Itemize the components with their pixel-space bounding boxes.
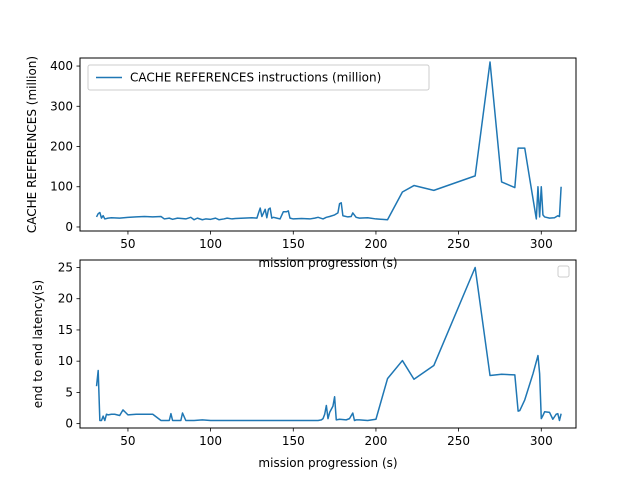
cache-references-panel: 50 100 150 200 250 300 0 100 200 300 400 CACHE RE… — [25, 56, 577, 270]
latency-axes-frame — [79, 259, 577, 429]
x-tick-label: 200 — [364, 237, 387, 251]
x-tick-label: 150 — [282, 237, 305, 251]
series-line-0 — [95, 61, 562, 221]
x-tick-label: 300 — [530, 434, 553, 448]
x-tick-label: 150 — [282, 434, 305, 448]
empty-legend-box — [557, 265, 570, 278]
x-tick-label: 100 — [199, 237, 222, 251]
y-tick-label: 200 — [50, 140, 73, 154]
cache-references-legend: CACHE REFERENCES instructions (million) — [87, 64, 430, 91]
latency-panel: 50 100 150 200 250 300 0 5 10 15 20 25 end to end … — [31, 259, 577, 470]
cache-references-x-axis: 50 100 150 200 250 300 — [120, 231, 553, 251]
y-tick-label: 400 — [50, 59, 73, 73]
cache-references-marks — [95, 61, 562, 221]
cache-references-x-axis-label: mission progression (s) — [258, 256, 397, 270]
x-tick-label: 50 — [120, 434, 135, 448]
y-tick-label: 20 — [58, 292, 73, 306]
y-tick-label: 10 — [58, 354, 73, 368]
y-tick-label: 100 — [50, 180, 73, 194]
x-tick-label: 250 — [447, 434, 470, 448]
y-tick-label: 300 — [50, 99, 73, 113]
y-tick-label: 0 — [65, 220, 73, 234]
cache-references-y-axis: 0 100 200 300 400 — [50, 59, 80, 234]
legend-box — [87, 64, 430, 91]
x-tick-label: 50 — [120, 237, 135, 251]
legend-label: CACHE REFERENCES instructions (million) — [130, 71, 381, 85]
cache-references-axes-frame — [79, 57, 577, 232]
y-tick-label: 15 — [58, 323, 73, 337]
y-tick-label: 0 — [65, 417, 73, 431]
series-line-0 — [95, 266, 562, 422]
cache-references-y-axis-label: CACHE REFERENCES (million) — [25, 56, 39, 233]
latency-x-axis-label: mission progression (s) — [258, 456, 397, 470]
x-tick-label: 100 — [199, 434, 222, 448]
latency-marks — [95, 266, 562, 422]
latency-y-axis: 0 5 10 15 20 25 — [58, 260, 80, 431]
y-tick-label: 25 — [58, 260, 73, 274]
x-tick-label: 300 — [530, 237, 553, 251]
latency-legend — [557, 265, 570, 278]
y-tick-label: 5 — [65, 385, 73, 399]
x-tick-label: 250 — [447, 237, 470, 251]
latency-y-axis-label: end to end latency(s) — [31, 280, 45, 408]
latency-x-axis: 50 100 150 200 250 300 — [120, 428, 553, 448]
x-tick-label: 200 — [364, 434, 387, 448]
